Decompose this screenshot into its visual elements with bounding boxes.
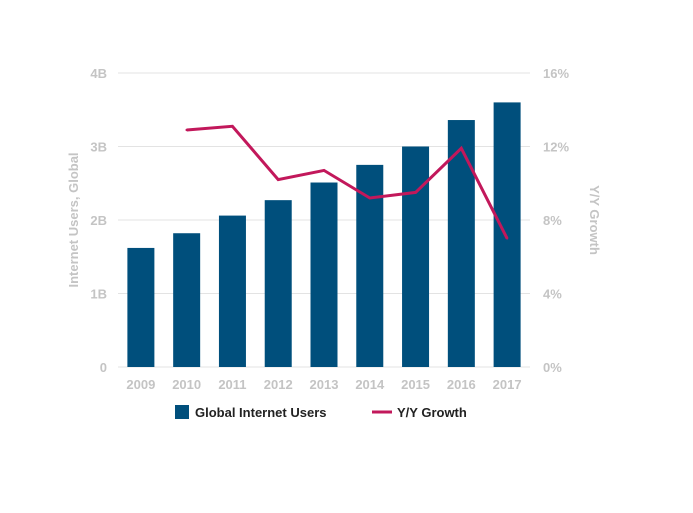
- legend-label-bar: Global Internet Users: [195, 405, 326, 420]
- bar: [127, 247, 155, 367]
- line-point: [414, 191, 417, 194]
- x-tick-label: 2015: [401, 377, 430, 392]
- line-point: [277, 178, 280, 181]
- y-tick-label-right: 12%: [543, 140, 569, 155]
- legend: Global Internet Users Y/Y Growth: [175, 405, 467, 420]
- line-point: [460, 147, 463, 150]
- bar: [310, 182, 338, 367]
- legend-label-line: Y/Y Growth: [397, 405, 467, 420]
- x-tick-label: 2012: [264, 377, 293, 392]
- line-point: [505, 237, 509, 240]
- x-tick-label: 2014: [355, 377, 385, 392]
- y-tick-label-left: 3B: [90, 140, 107, 155]
- bar: [402, 146, 430, 367]
- x-tick-label: 2010: [172, 377, 201, 392]
- y-axis-title-left: Internet Users, Global: [66, 152, 81, 287]
- bar: [173, 233, 201, 367]
- x-tick-label: 2016: [447, 377, 476, 392]
- y-tick-label-right: 16%: [543, 66, 569, 81]
- bar: [356, 164, 384, 367]
- y-tick-label-left: 1B: [90, 287, 107, 302]
- legend-swatch-bar: [175, 405, 189, 419]
- bar: [218, 215, 246, 367]
- y-tick-label-left: 4B: [90, 66, 107, 81]
- line-point: [231, 125, 234, 128]
- y-tick-label-right: 0%: [543, 360, 562, 375]
- x-tick-label: 2011: [218, 377, 246, 392]
- y-tick-label-left: 0: [100, 360, 107, 375]
- bar-series: [127, 102, 521, 368]
- x-tick-label: 2013: [310, 377, 339, 392]
- y-axis-title-right: Y/Y Growth: [587, 185, 602, 255]
- line-point: [185, 128, 188, 132]
- line-point: [368, 196, 371, 200]
- growth-line: [186, 124, 509, 240]
- tick-labels: 0 1B 2B 3B 4B 0% 4% 8% 12% 16% 2009 2010 2011 2012 201…: [90, 66, 569, 392]
- x-tick-label: 2017: [493, 377, 522, 392]
- bar: [264, 200, 292, 367]
- y-tick-label-right: 4%: [543, 287, 562, 302]
- bar: [447, 120, 475, 367]
- y-tick-label-right: 8%: [543, 213, 562, 228]
- line-point: [322, 169, 326, 172]
- y-tick-label-left: 2B: [90, 213, 107, 228]
- x-tick-label: 2009: [126, 377, 155, 392]
- line-series: [185, 124, 509, 240]
- bar: [493, 102, 521, 368]
